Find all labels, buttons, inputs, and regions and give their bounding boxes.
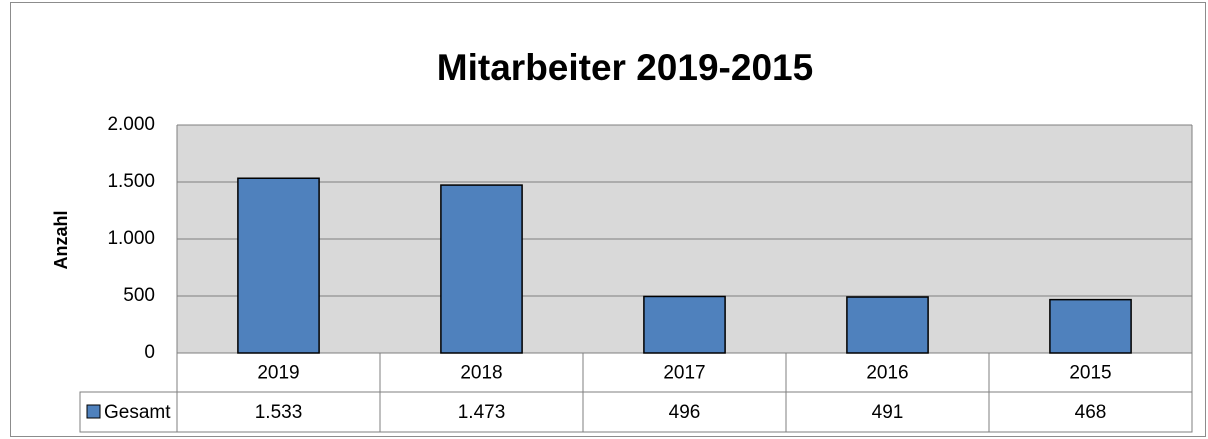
value-label: 491 <box>872 402 904 423</box>
y-tick-label: 0 <box>144 342 155 363</box>
legend-swatch <box>86 404 101 419</box>
x-tick-label: 2016 <box>866 363 908 384</box>
table-cell <box>79 391 1193 433</box>
value-label: 496 <box>669 402 701 423</box>
x-tick-label: 2017 <box>663 363 705 384</box>
legend-label: Gesamt <box>104 402 171 423</box>
x-tick-label: 2019 <box>257 363 299 384</box>
y-axis-label: Anzahl <box>51 210 71 269</box>
y-tick-label: 1.500 <box>107 171 155 192</box>
x-tick-label: 2015 <box>1069 363 1111 384</box>
value-label: 468 <box>1075 402 1107 423</box>
x-tick-label: 2018 <box>460 363 502 384</box>
y-tick-label: 500 <box>123 285 155 306</box>
bar <box>643 295 726 354</box>
value-label: 1.533 <box>255 402 303 423</box>
bar <box>1049 298 1132 354</box>
y-tick-label: 2.000 <box>107 114 155 135</box>
bar <box>237 177 320 354</box>
value-label: 1.473 <box>458 402 506 423</box>
chart-title: Mitarbeiter 2019-2015 <box>437 47 813 88</box>
bar <box>440 184 523 354</box>
y-tick-label: 1.000 <box>107 228 155 249</box>
bar <box>846 296 929 354</box>
